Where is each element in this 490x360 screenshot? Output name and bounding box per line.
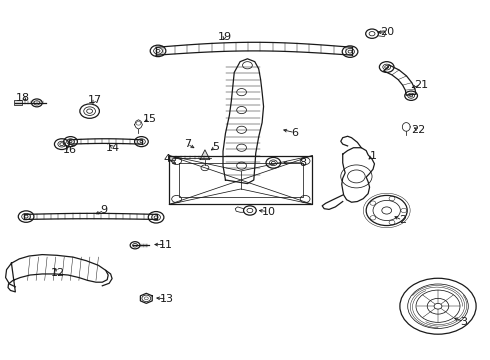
Text: 15: 15 [143,114,157,124]
Text: 10: 10 [262,207,275,217]
Text: 14: 14 [106,143,120,153]
Text: 13: 13 [160,294,174,304]
Text: 5: 5 [212,142,219,152]
Text: 12: 12 [51,268,65,278]
Text: 8: 8 [299,158,306,168]
Text: 2: 2 [399,215,406,225]
Text: 21: 21 [414,80,428,90]
Text: 18: 18 [16,93,30,103]
Bar [168,156,175,160]
Text: 16: 16 [63,144,77,154]
Text: 19: 19 [218,32,232,41]
Text: 11: 11 [159,239,173,249]
Bar [14,100,22,105]
Text: 20: 20 [381,27,395,36]
Text: 7: 7 [184,139,191,149]
Text: 6: 6 [292,128,298,138]
Text: 3: 3 [461,317,467,327]
Polygon shape [200,150,210,159]
Text: 4: 4 [163,154,171,164]
Text: 9: 9 [101,206,108,216]
Text: 22: 22 [411,125,425,135]
Text: 17: 17 [87,95,101,105]
Text: 1: 1 [369,150,376,161]
